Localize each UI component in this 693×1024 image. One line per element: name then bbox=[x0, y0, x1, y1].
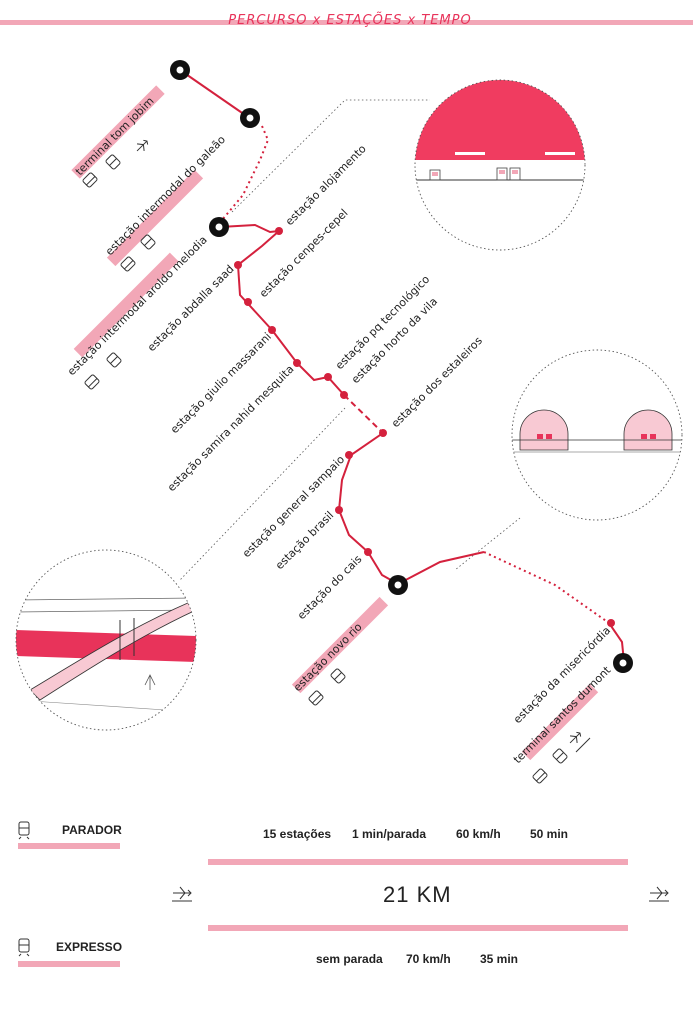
top-distance-bar bbox=[208, 859, 628, 865]
station-dots bbox=[234, 227, 615, 627]
header-bar bbox=[0, 20, 693, 25]
airplane-icon bbox=[172, 886, 192, 902]
detail-circle-twin-tubes bbox=[511, 349, 683, 521]
terminal-ring-santos-dumont[interactable] bbox=[613, 653, 633, 673]
station-dot-cenpes-cepel[interactable] bbox=[244, 298, 252, 306]
terminal-ring-aroldo-melodia[interactable] bbox=[209, 217, 229, 237]
station-dot-samira-nahid-mesquita[interactable] bbox=[293, 359, 301, 367]
station-dot-estaleiros[interactable] bbox=[379, 429, 387, 437]
transit-icons bbox=[82, 139, 591, 784]
train-icon bbox=[552, 748, 568, 764]
airplane-icon bbox=[569, 731, 582, 744]
station-dot-giulio-massarani[interactable] bbox=[268, 326, 276, 334]
bus-icon bbox=[82, 172, 98, 188]
station-dot-alojamento[interactable] bbox=[275, 227, 283, 235]
detail-leaders bbox=[179, 99, 521, 581]
label-estaleiros: estação dos estaleiros bbox=[389, 334, 485, 430]
parador-bar bbox=[18, 843, 120, 849]
train-icon bbox=[105, 154, 121, 170]
label-galeao: estação intermodal do galeão bbox=[103, 133, 228, 258]
label-do-cais: estação do cais bbox=[295, 552, 365, 622]
label-cenpes-cepel: estação cenpes-cepel bbox=[257, 206, 351, 300]
detail-circle-tunnel-section bbox=[414, 79, 586, 251]
terminal-bars bbox=[71, 85, 599, 761]
expresso-bar bbox=[18, 961, 120, 967]
expresso-label: EXPRESSO bbox=[56, 940, 123, 954]
label-tom-jobim: terminal tom jobim bbox=[73, 95, 157, 179]
train-icon bbox=[330, 668, 346, 684]
page-title: PERCURSO x ESTAÇÕES x TEMPO bbox=[228, 12, 471, 28]
bus-icon bbox=[84, 374, 100, 390]
train-icon bbox=[106, 352, 122, 368]
label-novo-rio: estação novo rio bbox=[291, 620, 365, 694]
station-dot-horto-da-vila[interactable] bbox=[340, 391, 348, 399]
parador-stations: 15 estações bbox=[263, 827, 332, 841]
legend-bars bbox=[18, 843, 628, 967]
expresso-duration: 35 min bbox=[480, 952, 519, 966]
label-alojamento: estação alojamento bbox=[283, 142, 369, 228]
airplane-icon bbox=[649, 886, 669, 902]
terminal-ring-galeao[interactable] bbox=[240, 108, 260, 128]
bottom-distance-bar bbox=[208, 925, 628, 931]
station-dot-do-cais[interactable] bbox=[364, 548, 372, 556]
distance-value: 21 KM bbox=[383, 882, 452, 907]
train-icon bbox=[140, 234, 156, 250]
terminal-ring-tom-jobim[interactable] bbox=[170, 60, 190, 80]
terminal-ring-novo-rio[interactable] bbox=[388, 575, 408, 595]
legend-icons bbox=[18, 821, 669, 957]
bus-icon bbox=[120, 256, 136, 272]
expresso-stops: sem parada bbox=[316, 952, 383, 966]
terminal-rings bbox=[170, 60, 633, 673]
station-dot-pq-tecnologico[interactable] bbox=[324, 373, 332, 381]
airplane-icon bbox=[136, 139, 149, 152]
train-icon bbox=[18, 938, 30, 957]
station-dot-misericordia[interactable] bbox=[607, 619, 615, 627]
station-dot-general-sampaio[interactable] bbox=[345, 451, 353, 459]
bus-icon bbox=[532, 768, 548, 784]
parador-stop-time: 1 min/parada bbox=[352, 827, 427, 841]
expresso-speed: 70 km/h bbox=[406, 952, 451, 966]
train-icon bbox=[18, 821, 30, 840]
parador-label: PARADOR bbox=[62, 823, 122, 837]
station-dot-brasil[interactable] bbox=[335, 506, 343, 514]
bus-icon bbox=[308, 690, 324, 706]
station-dot-abdalla-saad[interactable] bbox=[234, 261, 242, 269]
label-giulio-massarani: estação giulio massarani bbox=[168, 330, 274, 436]
divider-line bbox=[575, 737, 591, 753]
parador-speed: 60 km/h bbox=[456, 827, 501, 841]
detail-circle-perspective bbox=[15, 549, 197, 731]
parador-duration: 50 min bbox=[530, 827, 569, 841]
